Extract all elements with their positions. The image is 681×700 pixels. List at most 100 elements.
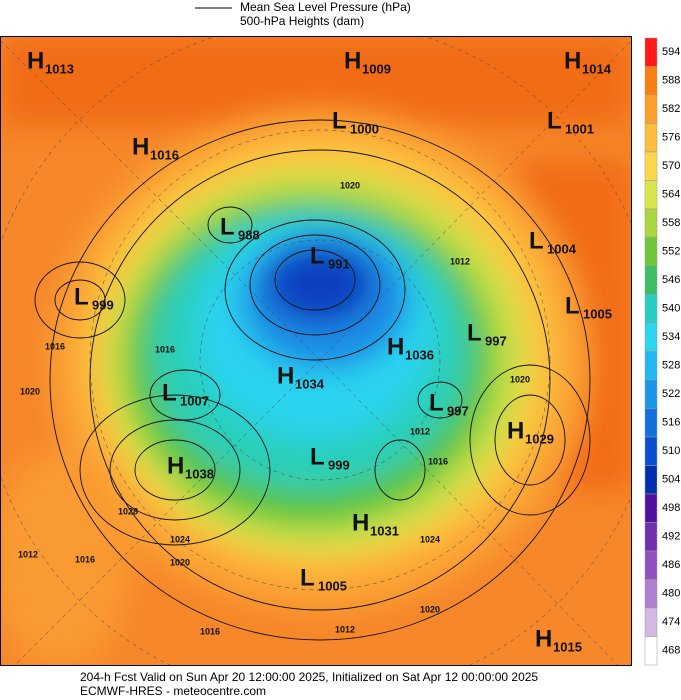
colorbar-swatch bbox=[644, 208, 658, 238]
center-pressure: 1031 bbox=[370, 523, 399, 538]
contour-label: 1028 bbox=[118, 506, 138, 516]
colorbar-label: 570 bbox=[662, 160, 680, 172]
center-letter: H bbox=[344, 47, 361, 74]
center-pressure: 1029 bbox=[525, 431, 554, 446]
center-letter: H bbox=[535, 625, 552, 652]
contour-label: 1012 bbox=[450, 256, 470, 266]
colorbar-swatch bbox=[644, 579, 658, 609]
center-letter: L bbox=[310, 443, 325, 470]
colorbar-swatch bbox=[644, 37, 658, 67]
colorbar-label: 552 bbox=[662, 246, 680, 258]
colorbar-swatch bbox=[644, 607, 658, 637]
colorbar-swatch bbox=[644, 94, 658, 124]
center-letter: H bbox=[564, 47, 581, 74]
center-pressure: 997 bbox=[447, 403, 469, 418]
contour-label: 1016 bbox=[45, 341, 65, 351]
colorbar-label: 558 bbox=[662, 217, 680, 229]
contour-label: 1016 bbox=[200, 626, 220, 636]
footer-text: ECMWF-HRES - meteocentre.com bbox=[80, 684, 266, 698]
colorbar-label: 540 bbox=[662, 303, 680, 315]
colorbar-label: 564 bbox=[662, 189, 680, 201]
center-letter: H bbox=[132, 133, 149, 160]
center-letter: L bbox=[547, 107, 562, 134]
colorbar-label: 588 bbox=[662, 75, 680, 87]
colorbar-swatch bbox=[644, 379, 658, 409]
colorbar-label: 510 bbox=[662, 445, 680, 457]
colorbar-swatch bbox=[644, 294, 658, 324]
center-pressure: 1007 bbox=[180, 393, 209, 408]
center-letter: L bbox=[467, 319, 482, 346]
colorbar-label: 498 bbox=[662, 502, 680, 514]
contour-label: 1016 bbox=[155, 344, 175, 354]
center-letter: H bbox=[277, 362, 294, 389]
center-pressure: 1009 bbox=[362, 61, 391, 76]
colorbar-swatch bbox=[644, 493, 658, 523]
colorbar-swatch bbox=[644, 151, 658, 181]
center-pressure: 1038 bbox=[185, 466, 214, 481]
isobars bbox=[34, 119, 591, 641]
center-pressure: 997 bbox=[485, 333, 507, 348]
colorbar-swatch bbox=[644, 180, 658, 210]
colorbar-swatch bbox=[644, 522, 658, 552]
center-pressure: 1034 bbox=[295, 376, 325, 391]
colorbar: 594 588 582 576 570 564 558 552 546 540 534 528 522 5… bbox=[644, 37, 680, 666]
colorbar-label: 468 bbox=[662, 645, 680, 657]
contour-label: 1016 bbox=[428, 456, 448, 466]
map-border bbox=[0, 36, 632, 666]
center-pressure: 1036 bbox=[405, 347, 434, 362]
contour-label: 1012 bbox=[335, 624, 355, 634]
center-letter: L bbox=[220, 213, 235, 240]
colorbar-label: 486 bbox=[662, 559, 680, 571]
center-letter: H bbox=[387, 333, 404, 360]
colorbar-swatch bbox=[644, 636, 658, 666]
center-letter: L bbox=[162, 379, 177, 406]
colorbar-swatch bbox=[644, 436, 658, 466]
colorbar-label: 534 bbox=[662, 331, 680, 343]
contour-label: 1024 bbox=[420, 534, 440, 544]
center-pressure: 1015 bbox=[553, 639, 582, 654]
center-letter: L bbox=[300, 564, 315, 591]
colorbar-swatch bbox=[644, 465, 658, 495]
colorbar-label: 480 bbox=[662, 588, 680, 600]
center-pressure: 1000 bbox=[350, 121, 379, 136]
colorbar-swatch bbox=[644, 408, 658, 438]
contour-label: 1012 bbox=[18, 549, 38, 559]
colorbar-swatch bbox=[644, 237, 658, 267]
center-letter: H bbox=[167, 452, 184, 479]
colorbar-label: 582 bbox=[662, 103, 680, 115]
center-letter: H bbox=[507, 417, 524, 444]
colorbar-swatch bbox=[644, 351, 658, 381]
legend-text: Mean Sea Level Pressure (hPa) bbox=[240, 0, 411, 14]
contour-label: 1020 bbox=[420, 604, 440, 614]
colorbar-label: 504 bbox=[662, 474, 680, 486]
colorbar-swatch bbox=[644, 123, 658, 153]
contour-label: 1020 bbox=[510, 374, 530, 384]
center-pressure: 991 bbox=[328, 256, 350, 271]
center-pressure: 1014 bbox=[582, 61, 612, 76]
colorbar-label: 546 bbox=[662, 274, 680, 286]
center-pressure: 988 bbox=[238, 227, 260, 242]
colorbar-label: 528 bbox=[662, 360, 680, 372]
center-pressure: 999 bbox=[328, 457, 350, 472]
center-letter: L bbox=[429, 389, 444, 416]
center-letter: L bbox=[529, 227, 544, 254]
contour-label: 1012 bbox=[410, 426, 430, 436]
colorbar-label: 576 bbox=[662, 132, 680, 144]
colorbar-label: 516 bbox=[662, 417, 680, 429]
contour-label: 1016 bbox=[75, 554, 95, 564]
colorbar-label: 594 bbox=[662, 46, 680, 58]
contour-label: 1020 bbox=[20, 386, 40, 396]
contour-label: 1024 bbox=[170, 534, 190, 544]
legend-text: 500-hPa Heights (dam) bbox=[240, 14, 364, 28]
contour-label: 1020 bbox=[340, 180, 360, 190]
colorbar-swatch bbox=[644, 265, 658, 295]
colorbar-label: 474 bbox=[662, 616, 680, 628]
center-pressure: 1013 bbox=[45, 61, 74, 76]
center-letter: H bbox=[27, 47, 44, 74]
footer-text: 204-h Fcst Valid on Sun Apr 20 12:00:00 … bbox=[80, 670, 538, 684]
center-letter: H bbox=[352, 509, 369, 536]
center-pressure: 1004 bbox=[547, 241, 577, 256]
